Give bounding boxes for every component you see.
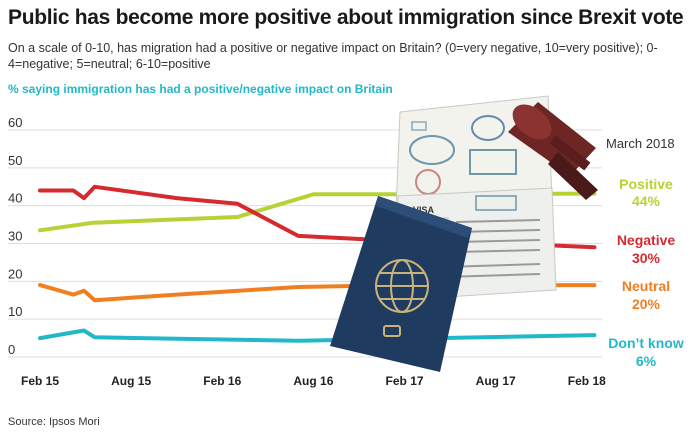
passport-icon [330,196,472,372]
y-tick-label: 20 [8,266,22,281]
series-name-label: Neutral [622,278,670,294]
x-axis-ticks: Feb 15 Aug 15 Feb 16 Aug 16 Feb 17 Aug 17 Feb … [21,374,606,388]
globe-icon [375,259,429,313]
y-tick-label: 40 [8,191,22,206]
x-tick-label: Aug 17 [476,374,516,388]
series-value-label: 30% [632,250,661,266]
passport-illustration: VISA [330,95,598,372]
chart-title: Public has become more positive about im… [8,6,684,29]
source-note: Source: Ipsos Mori [8,416,100,428]
series-name-label: Don’t know [608,335,684,351]
x-tick-label: Aug 16 [293,374,333,388]
chart-subtitle: On a scale of 0-10, has migration had a … [8,41,658,71]
y-tick-label: 10 [8,304,22,319]
series-name-label: Negative [617,232,676,248]
x-tick-label: Feb 15 [21,374,59,388]
series-value-label: 20% [632,296,661,312]
y-tick-label: 0 [8,342,15,357]
y-tick-label: 50 [8,153,22,168]
series-line [38,328,597,343]
x-tick-label: Aug 15 [111,374,151,388]
x-tick-label: Feb 16 [203,374,241,388]
y-tick-label: 60 [8,115,22,130]
series-value-label: 6% [636,353,657,369]
x-tick-label: Feb 17 [386,374,424,388]
x-tick-label: Feb 18 [568,374,606,388]
y-tick-label: 30 [8,229,22,244]
visa-label: VISA [413,205,435,215]
date-annotation: March 2018 [606,136,675,151]
series-value-label: 44% [632,193,661,209]
y-axis-ticks: 0 10 20 30 40 50 60 [8,115,22,357]
series-heading: % saying immigration has had a positive/… [8,82,393,96]
series-name-label: Positive [619,176,673,192]
rubber-stamp-icon [508,102,598,200]
